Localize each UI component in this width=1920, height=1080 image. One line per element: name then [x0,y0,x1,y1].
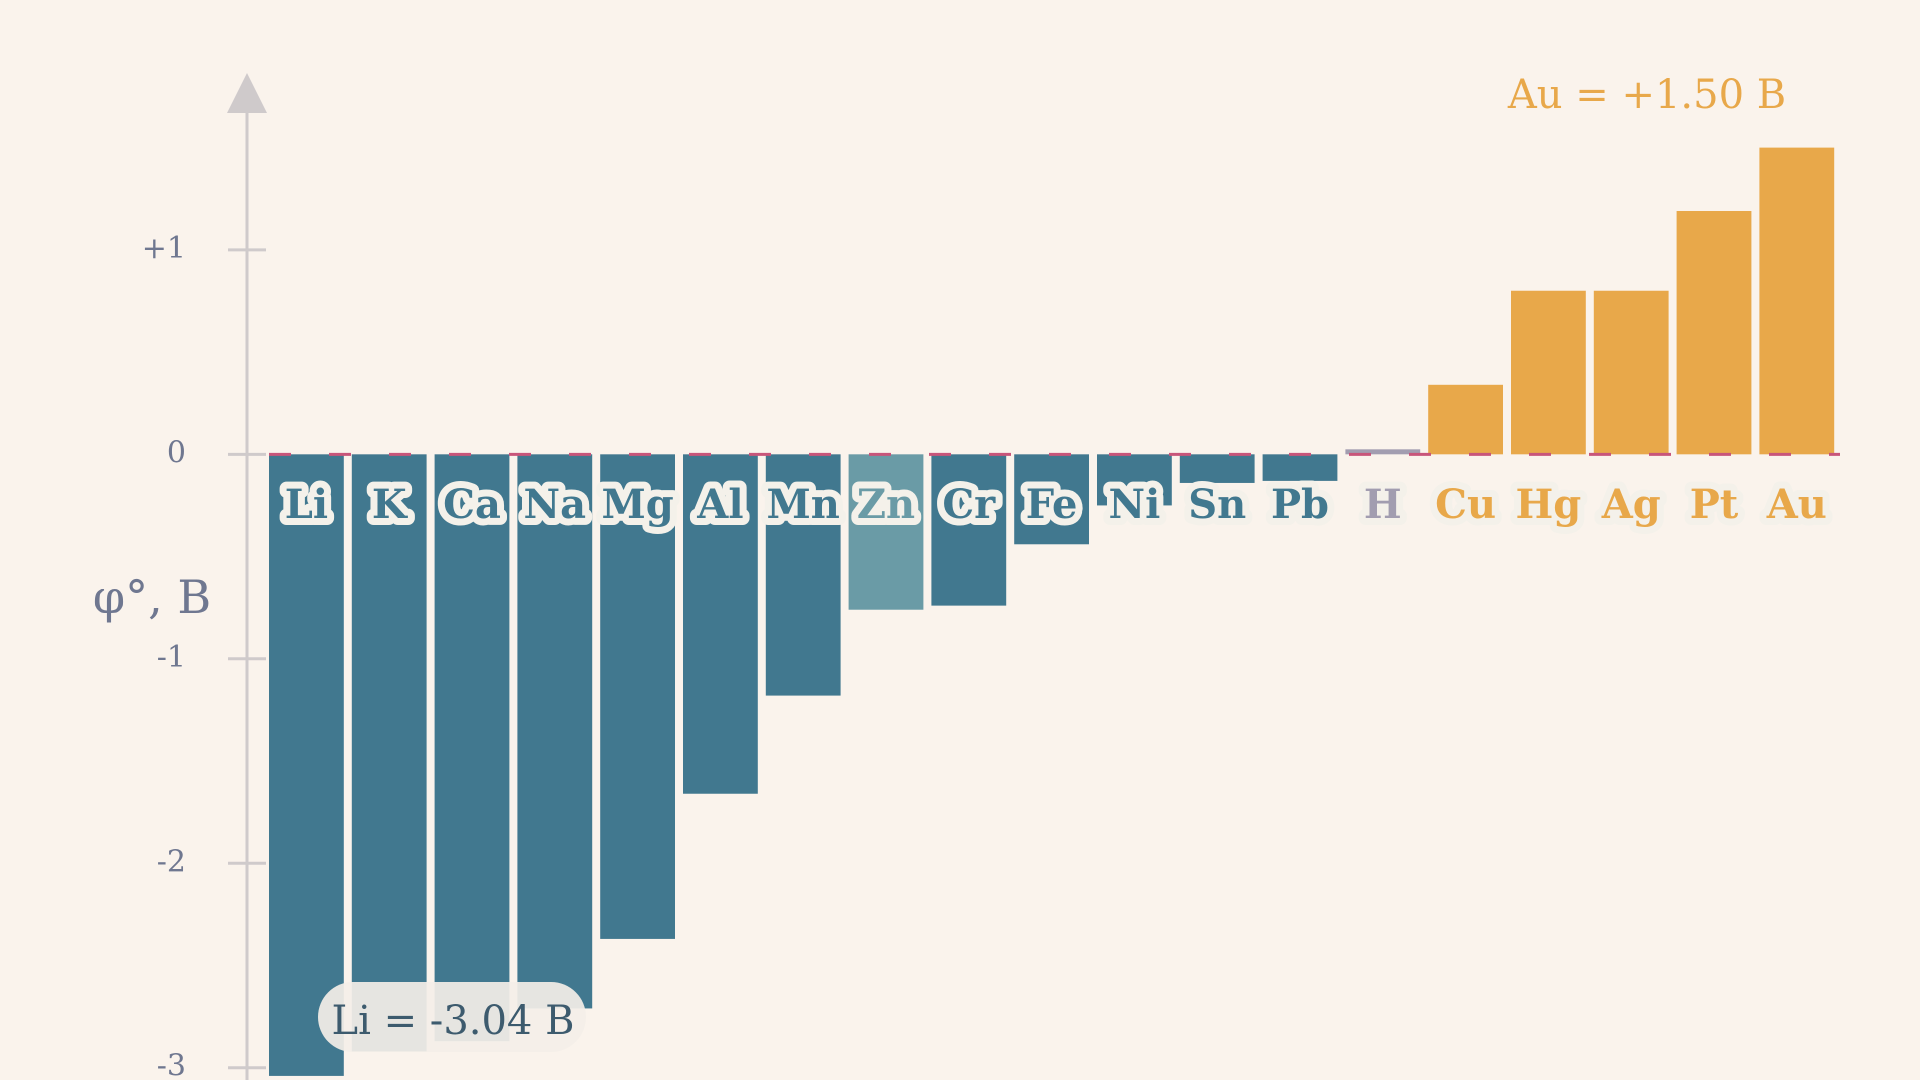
y-axis-label: φ°, B [93,570,211,624]
bar [1759,147,1835,455]
annotation: Li = -3.04 B [332,998,575,1044]
bar [1014,454,1089,545]
x-tick-label: Au [1766,481,1827,528]
bars [269,147,1835,1076]
y-tick-label: -3 [157,1049,186,1080]
x-tick-label: Mn [767,481,840,528]
x-tick-label: Al [696,481,743,528]
x-tick-label: Na [524,481,586,528]
y-tick-label: -2 [157,844,186,879]
bar [931,454,1007,606]
x-tick-label: Mg [601,481,673,528]
bar [1262,454,1338,481]
annotation-background [318,982,586,1052]
x-tick-label: H [1364,481,1402,528]
bar [1593,290,1669,455]
category-labels: Li K Ca Na Mg Al Mn Zn Cr Fe Ni Sn Pb H Cu Hg Ag Pt Au [278,474,1834,535]
y-tick-label: -1 [157,640,186,675]
bar [1345,449,1421,455]
x-tick-label: Fe [1026,481,1078,528]
bar [600,454,675,939]
x-tick-label: Pb [1271,481,1329,528]
x-tick-label: Hg [1516,481,1582,528]
x-tick-label: Ni [1109,481,1161,528]
y-tick-label: 0 [167,435,186,470]
y-tick-label: +1 [142,231,186,266]
bar [517,454,593,1009]
x-tick-label: Li [285,481,328,528]
x-tick-label: Ca [443,481,501,528]
bar [1179,454,1255,483]
x-tick-label: Pt [1690,481,1739,528]
bar [1511,290,1586,455]
bar [269,454,344,1076]
bar [434,454,510,1042]
x-tick-label: Sn [1188,481,1246,528]
x-tick-label: Zn [857,481,915,528]
bar [1097,454,1172,506]
bar [1428,384,1503,455]
x-tick-label: Cu [1435,481,1496,528]
bar [1676,210,1752,455]
bar [765,454,841,696]
y-axis-arrow [227,73,267,113]
bar [848,454,924,610]
bar [351,454,427,1052]
x-tick-label: K [372,481,408,528]
bar [683,454,758,794]
annotation: Au = +1.50 B [1507,72,1786,118]
x-tick-label: Ag [1601,481,1661,528]
x-tick-label: Cr [942,481,996,528]
